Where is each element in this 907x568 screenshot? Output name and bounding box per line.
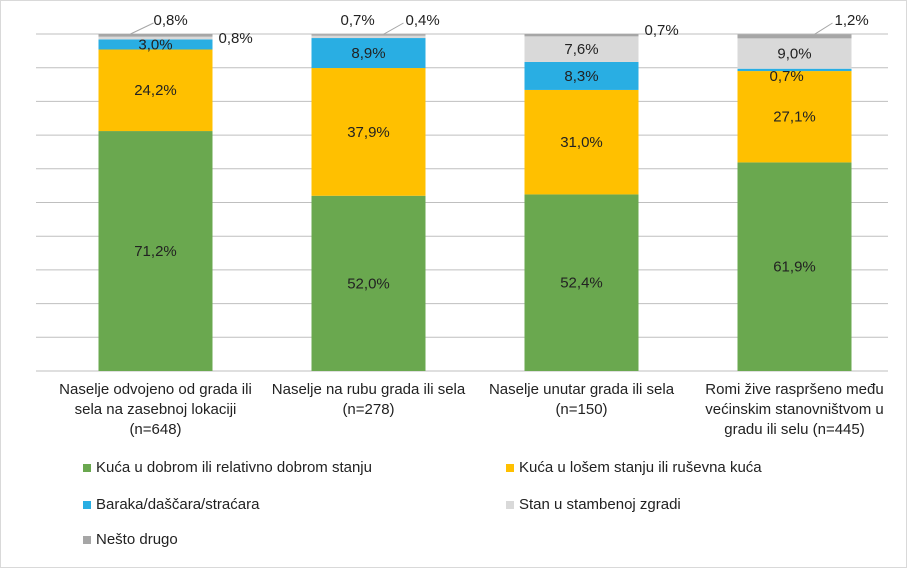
- bar-segment: [98, 34, 213, 37]
- bar-segment: [311, 35, 426, 39]
- legend-label: Kuća u dobrom ili relativno dobrom stanj…: [96, 459, 372, 476]
- legend-entry: Kuća u dobrom ili relativno dobrom stanj…: [83, 459, 372, 476]
- legend-swatch: [506, 500, 514, 509]
- bar-segment: [737, 162, 852, 371]
- bar-segment: [311, 34, 426, 36]
- value-label: 7,6%: [564, 41, 598, 58]
- leader-line: [383, 22, 404, 35]
- value-label: 1,2%: [835, 12, 869, 29]
- bar-segment: [98, 131, 213, 371]
- value-label: 0,4%: [406, 12, 440, 29]
- bar-segment: [524, 34, 639, 37]
- bar-segment: [524, 36, 639, 62]
- bar-segment: [737, 38, 852, 69]
- bar-segment: [311, 195, 426, 371]
- bar-segment: [311, 38, 426, 69]
- legend-entry: Stan u stambenoj zgradi: [506, 496, 681, 513]
- value-label: 24,2%: [134, 82, 177, 99]
- value-label: 8,9%: [351, 45, 385, 62]
- bar-segment: [524, 89, 639, 195]
- x-tick-label: Naselje na rubu grada ili sela (n=278): [271, 381, 466, 418]
- legend-label: Kuća u lošem stanju ili ruševna kuća: [519, 459, 762, 476]
- bar-segment: [98, 49, 213, 132]
- value-label: 27,1%: [773, 109, 816, 126]
- value-label: 71,2%: [134, 243, 177, 260]
- value-label: 31,0%: [560, 134, 603, 151]
- bar-segment: [98, 39, 213, 50]
- value-label: 0,7%: [341, 12, 375, 29]
- bar-segment: [737, 68, 852, 72]
- x-tick-label: Romi žive raspršeno među većinskim stano…: [705, 381, 884, 438]
- legend-entry: Baraka/daščara/straćara: [83, 496, 259, 513]
- value-label: 0,7%: [645, 22, 679, 39]
- value-label: 52,0%: [347, 275, 390, 292]
- legend-label: Baraka/daščara/straćara: [96, 496, 260, 513]
- value-label: 52,4%: [560, 275, 603, 292]
- value-label: 61,9%: [773, 259, 816, 276]
- x-tick-label: Naselje odvojeno od grada ili sela na za…: [59, 381, 252, 438]
- legend-swatch: [83, 500, 91, 509]
- value-label: 3,0%: [138, 36, 172, 53]
- legend-entry: Nešto drugo: [83, 531, 178, 548]
- legend-entry: Kuća u lošem stanju ili ruševna kuća: [506, 459, 762, 476]
- bar-segment: [311, 68, 426, 196]
- legend-swatch: [83, 535, 91, 544]
- value-label: 0,8%: [154, 12, 188, 29]
- value-label: 9,0%: [777, 46, 811, 63]
- bar-segment: [737, 34, 852, 39]
- x-tick-label: Naselje unutar grada ili sela (n=150): [488, 381, 675, 418]
- bar-segment: [737, 71, 852, 163]
- bar-segment: [98, 36, 213, 40]
- value-label: 0,7%: [770, 68, 804, 85]
- legend-swatch: [83, 463, 91, 472]
- legend-label: Nešto drugo: [96, 531, 178, 548]
- bar-segment: [524, 61, 639, 90]
- leader-line: [814, 22, 833, 35]
- value-label: 8,3%: [564, 68, 598, 85]
- value-label: 0,8%: [219, 30, 253, 47]
- value-label: 37,9%: [347, 124, 390, 141]
- leader-line: [130, 22, 154, 35]
- bar-segment: [524, 194, 639, 371]
- legend-swatch: [506, 463, 514, 472]
- legend-label: Stan u stambenoj zgradi: [519, 496, 681, 513]
